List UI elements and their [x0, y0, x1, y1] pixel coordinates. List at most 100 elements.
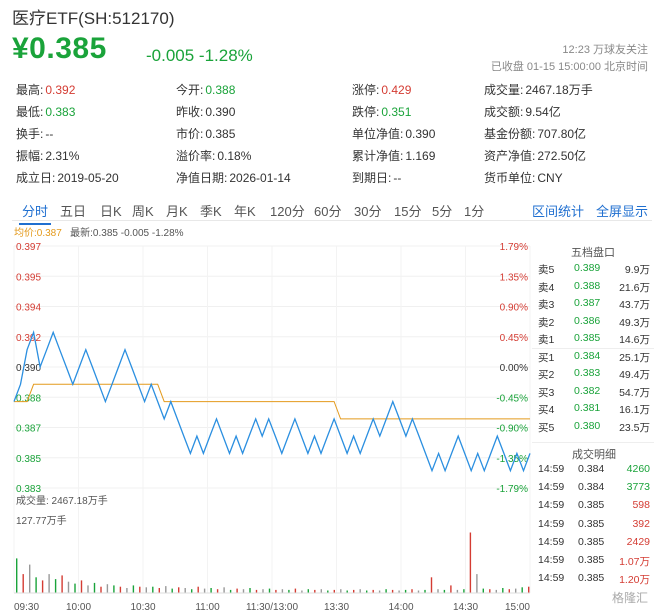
order-volume: 49.3万 [619, 316, 650, 329]
volume-bar [126, 588, 128, 593]
tab-2[interactable]: 日K [100, 204, 122, 219]
stat-label: 最低: [16, 105, 44, 119]
volume-bar [385, 589, 387, 593]
order-book-row: 卖3 0.387 43.7万 [538, 297, 650, 313]
chart-legend: 均价:0.387 最新:0.385 -0.005 -1.28% [14, 224, 184, 239]
tab-6[interactable]: 年K [234, 204, 256, 219]
stat-value: -- [393, 171, 402, 185]
order-price: 0.388 [574, 279, 601, 292]
volume-bar [411, 589, 413, 593]
range-stats-link[interactable]: 区间统计 [532, 204, 585, 219]
order-side: 买5 [538, 421, 555, 434]
time-info: 12:23 万球友关注 已收盘 01-15 15:00:00 北京时间 [491, 42, 648, 76]
tab-7[interactable]: 120分 [270, 204, 305, 219]
order-price: 0.384 [574, 349, 601, 362]
trade-row: 14:59 0.385 598 [538, 499, 650, 517]
order-book-row: 买2 0.383 49.4万 [538, 367, 650, 383]
volume-bar [152, 586, 154, 593]
volume-bar [80, 580, 83, 593]
trade-time: 14:59 [538, 554, 565, 566]
tab-3[interactable]: 周K [132, 204, 154, 219]
volume-bar [424, 589, 426, 594]
volume-bar [249, 588, 251, 593]
order-price: 0.386 [574, 314, 601, 327]
stat-value: 707.80亿 [537, 127, 587, 141]
tab-4[interactable]: 月K [166, 204, 188, 219]
order-volume: 54.7万 [619, 386, 650, 399]
volume-bar [139, 586, 141, 593]
current-price: ¥0.385 [12, 32, 107, 65]
tab-9[interactable]: 30分 [354, 204, 382, 219]
y-tick-label: 0.388 [16, 393, 41, 404]
stat-label: 基金份额: [484, 127, 536, 141]
tab-11[interactable]: 5分 [432, 204, 453, 219]
volume-bar [74, 583, 76, 593]
volume-bar [158, 588, 160, 593]
order-price: 0.385 [574, 332, 601, 344]
volume-bar [29, 564, 31, 593]
volume-bar [281, 589, 284, 593]
stat-item: 跌停: 0.351 [352, 103, 411, 120]
volume-bar [100, 586, 102, 593]
trade-row: 14:59 0.385 1.07万 [538, 554, 650, 572]
order-side: 卖1 [538, 334, 555, 346]
volume-bar [41, 580, 44, 593]
stat-label: 单位净值: [352, 127, 404, 141]
volume-bar [327, 590, 329, 593]
stat-item: 到期日: -- [352, 169, 401, 186]
order-volume: 14.6万 [619, 334, 650, 346]
trade-price: 0.384 [578, 481, 605, 494]
x-tick-label: 15:00 [505, 602, 530, 613]
volume-bar [482, 588, 484, 593]
tab-12[interactable]: 1分 [464, 204, 485, 219]
stat-value: 2026-01-14 [229, 171, 291, 185]
order-price: 0.380 [574, 419, 601, 432]
volume-bar [366, 590, 368, 593]
stat-label: 振幅: [16, 149, 44, 163]
tab-10[interactable]: 15分 [394, 204, 422, 219]
stat-value: 9.54亿 [525, 105, 561, 119]
stat-item: 今开: 0.388 [176, 81, 235, 98]
order-price: 0.389 [574, 262, 601, 274]
volume-bar [495, 589, 497, 594]
volume-bar [35, 577, 37, 594]
y-tick-label: 0.387 [16, 424, 41, 435]
volume-bar [242, 589, 245, 593]
trade-price: 0.385 [578, 572, 605, 585]
stat-value: 0.388 [205, 83, 236, 97]
stat-value: 2467.18万手 [525, 83, 593, 97]
order-book-row: 买5 0.380 23.5万 [538, 420, 650, 436]
order-side: 买2 [538, 369, 555, 381]
stat-value: CNY [537, 171, 563, 185]
volume-bar [223, 587, 225, 593]
tab-0[interactable]: 分时 [18, 201, 52, 225]
y-tick-label: 0.395 [16, 272, 41, 283]
trade-row: 14:59 0.385 392 [538, 518, 650, 536]
volume-bar [16, 558, 18, 594]
tab-8[interactable]: 60分 [314, 204, 342, 219]
volume-bar [521, 587, 523, 593]
volume-bar [197, 586, 199, 593]
trade-row: 14:59 0.384 4260 [538, 463, 650, 481]
intraday-chart[interactable]: 0.397 0.395 0.394 0.392 0.390 0.388 0.387 0.385… [0, 238, 532, 615]
fullscreen-link[interactable]: 全屏显示 [596, 204, 649, 219]
stat-label: 换手: [16, 127, 44, 141]
trade-price: 0.385 [578, 499, 605, 512]
x-tick-label: 10:30 [130, 602, 155, 613]
pct-tick-label: 1.35% [500, 272, 528, 283]
volume-bar [450, 585, 452, 593]
stat-value: -- [45, 127, 54, 141]
trade-volume: 1.20万 [619, 574, 650, 587]
volume-bar [502, 588, 504, 593]
order-volume: 25.1万 [619, 351, 650, 364]
stat-label: 资产净值: [484, 149, 536, 163]
tab-1[interactable]: 五日 [60, 204, 87, 219]
volume-bar [443, 589, 446, 594]
pct-tick-label: 0.90% [500, 303, 528, 314]
stat-label: 累计净值: [352, 149, 404, 163]
stat-item: 累计净值: 1.169 [352, 147, 435, 164]
volume-bar [314, 589, 316, 594]
volume-bar [398, 590, 400, 593]
market-status: 已收盘 01-15 15:00:00 北京时间 [490, 61, 648, 73]
tab-5[interactable]: 季K [200, 204, 222, 219]
